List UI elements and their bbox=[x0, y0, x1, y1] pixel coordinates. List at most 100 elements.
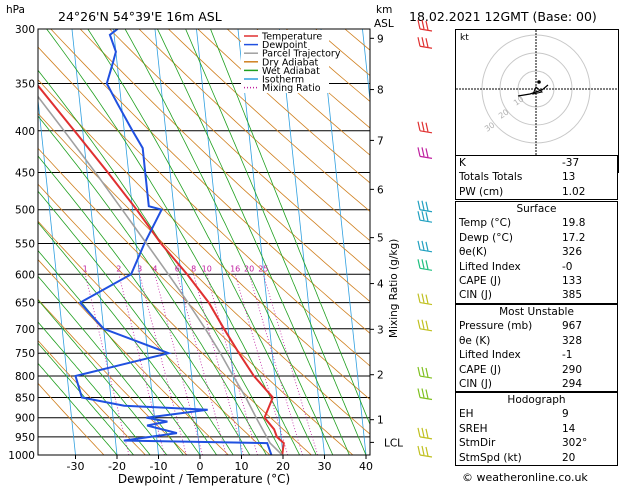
mixing-ratio-label: 10 bbox=[202, 264, 212, 273]
dry-adiabat bbox=[38, 259, 229, 455]
wind-barb-icon bbox=[417, 366, 433, 379]
wet-adiabat bbox=[38, 275, 184, 455]
plot-frame bbox=[37, 28, 371, 456]
pressure-tick-label: 700 bbox=[15, 324, 35, 336]
km-unit-label: km bbox=[376, 4, 392, 16]
most-unstable-row: Pressure (mb) 967 bbox=[459, 320, 583, 333]
mixing-ratio-label: 25 bbox=[258, 264, 268, 273]
isotherm-line bbox=[71, 29, 118, 455]
mixing-ratio-line bbox=[84, 274, 130, 455]
indices-panel: K -37 Totals Totals 13 PW (cm) 1.02 bbox=[455, 155, 618, 201]
pressure-tick-label: 1000 bbox=[8, 450, 35, 462]
wind-barb-icon bbox=[417, 200, 433, 213]
dry-adiabat bbox=[109, 29, 370, 272]
dewpoint-line bbox=[74, 29, 273, 455]
isotherm-line bbox=[237, 29, 284, 455]
pressure-tick-label: 800 bbox=[15, 371, 35, 383]
wet-adiabat bbox=[46, 29, 300, 455]
dry-adiabat bbox=[38, 298, 188, 455]
isotherm-line bbox=[196, 29, 242, 455]
wet-adiabat bbox=[185, 29, 367, 455]
index-row: Totals Totals 13 bbox=[459, 171, 576, 184]
most-unstable-row: CAPE (J) 290 bbox=[459, 363, 583, 376]
isotherm-line bbox=[362, 29, 370, 105]
pressure-tick-label: 300 bbox=[15, 24, 35, 36]
hodograph-table-row: EH 9 bbox=[459, 408, 569, 421]
datetime-title: 18.02.2021 12GMT (Base: 00) bbox=[409, 9, 597, 24]
x-tick-label: -20 bbox=[108, 460, 126, 473]
x-tick-label: 30 bbox=[318, 460, 332, 473]
wet-adiabat bbox=[38, 362, 118, 455]
pressure-tick-label: 500 bbox=[15, 205, 35, 217]
pressure-tick-label: 950 bbox=[15, 432, 35, 444]
pressure-tick-label: 750 bbox=[15, 348, 35, 360]
dry-adiabat bbox=[168, 29, 370, 212]
mixing-ratio-label: 4 bbox=[152, 264, 157, 273]
km-tick-label: 4 bbox=[377, 279, 384, 291]
pressure-unit-label: hPa bbox=[6, 4, 25, 16]
hodograph-table-title: Hodograph bbox=[507, 394, 566, 406]
legend-label: Dry Adiabat bbox=[262, 57, 319, 68]
hodograph-table-row: StmSpd (kt) 20 bbox=[459, 451, 576, 464]
hodograph: kt 10 20 30 bbox=[455, 29, 619, 173]
km-tick-label: 2 bbox=[377, 370, 384, 382]
most-unstable-panel: Most Unstable Pressure (mb) 967 θe (K) 328… bbox=[455, 304, 618, 393]
dry-adiabat bbox=[197, 29, 370, 184]
lcl-label: LCL bbox=[384, 437, 403, 449]
dry-adiabat bbox=[38, 339, 146, 455]
dry-adiabat bbox=[79, 29, 370, 303]
pressure-tick-label: 400 bbox=[15, 126, 35, 138]
mixing-ratio-line bbox=[176, 274, 227, 455]
parcel-trajectory-line bbox=[38, 95, 283, 455]
legend-label: Dewpoint bbox=[262, 40, 307, 51]
mixing-ratio-label: 20 bbox=[244, 264, 254, 273]
storm-motion-marker bbox=[532, 86, 544, 95]
pressure-tick-label: 850 bbox=[15, 392, 35, 404]
km-tick-label: 6 bbox=[377, 184, 384, 196]
legend-label: Parcel Trajectory bbox=[262, 49, 341, 60]
wet-adiabat bbox=[38, 115, 267, 455]
surface-panel: Surface Temp (°C) 19.8 Dewp (°C) 17.2 θe(K… bbox=[455, 201, 618, 304]
km-tick-label: 8 bbox=[377, 85, 384, 97]
dry-adiabat bbox=[38, 112, 370, 435]
surface-title: Surface bbox=[516, 203, 557, 215]
wet-adiabat bbox=[124, 29, 334, 455]
surface-row: Dewp (°C) 17.2 bbox=[459, 231, 586, 244]
hodograph-table-row: SREH 14 bbox=[459, 422, 576, 435]
mixing-ratio-label: 16 bbox=[230, 264, 240, 273]
wind-barb-icon bbox=[417, 388, 433, 401]
isotherm-line bbox=[113, 29, 159, 455]
most-unstable-row: CIN (J) 294 bbox=[459, 378, 583, 391]
dry-adiabat bbox=[38, 382, 105, 455]
wet-adiabat bbox=[38, 321, 151, 455]
index-row: K -37 bbox=[459, 157, 580, 169]
wet-adiabat bbox=[38, 69, 284, 455]
mixing-ratio-label: 8 bbox=[191, 264, 196, 273]
km-tick-label: 9 bbox=[377, 33, 384, 45]
wet-adiabat bbox=[38, 155, 251, 455]
wet-adiabat bbox=[210, 29, 370, 426]
wind-barb-icon bbox=[417, 445, 433, 458]
mixing-ratio-axis-label: Mixing Ratio (g/kg) bbox=[388, 239, 400, 338]
most-unstable-row: Lifted Index -1 bbox=[459, 349, 573, 362]
legend-label: Isotherm bbox=[262, 75, 304, 86]
footer-credit: © weatheronline.co.uk bbox=[462, 471, 588, 484]
wet-adiabat bbox=[157, 29, 350, 455]
mixing-ratio-line bbox=[118, 274, 165, 455]
hodograph-ring-label: 10 bbox=[512, 94, 526, 107]
x-tick-label: -10 bbox=[150, 460, 168, 473]
pressure-tick-label: 350 bbox=[15, 79, 35, 91]
mixing-ratio-label: 2 bbox=[116, 264, 121, 273]
dry-adiabat bbox=[226, 29, 370, 156]
dry-adiabat bbox=[138, 29, 370, 242]
surface-row: CIN (J) 385 bbox=[459, 289, 583, 302]
surface-row: Temp (°C) 19.8 bbox=[459, 217, 586, 230]
pressure-tick-label: 650 bbox=[15, 298, 35, 310]
km-tick-label: 5 bbox=[377, 233, 384, 245]
mixing-ratio-line bbox=[139, 274, 187, 455]
km-tick-label: 1 bbox=[377, 415, 384, 427]
dry-adiabat bbox=[50, 29, 370, 334]
dry-adiabat bbox=[38, 79, 370, 400]
wet-adiabat bbox=[38, 342, 134, 455]
